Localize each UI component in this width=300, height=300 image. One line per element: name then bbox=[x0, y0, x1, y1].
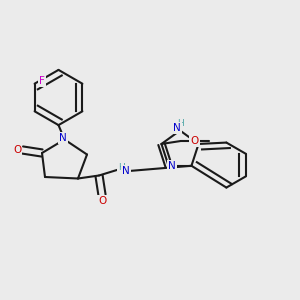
Text: O: O bbox=[190, 136, 199, 146]
Text: H: H bbox=[118, 164, 125, 172]
Text: H: H bbox=[177, 119, 183, 128]
Text: N: N bbox=[122, 166, 130, 176]
Text: N: N bbox=[168, 161, 176, 171]
Text: O: O bbox=[13, 145, 21, 155]
Text: N: N bbox=[59, 133, 67, 143]
Text: F: F bbox=[39, 76, 45, 86]
Text: N: N bbox=[173, 123, 181, 133]
Text: O: O bbox=[98, 196, 106, 206]
